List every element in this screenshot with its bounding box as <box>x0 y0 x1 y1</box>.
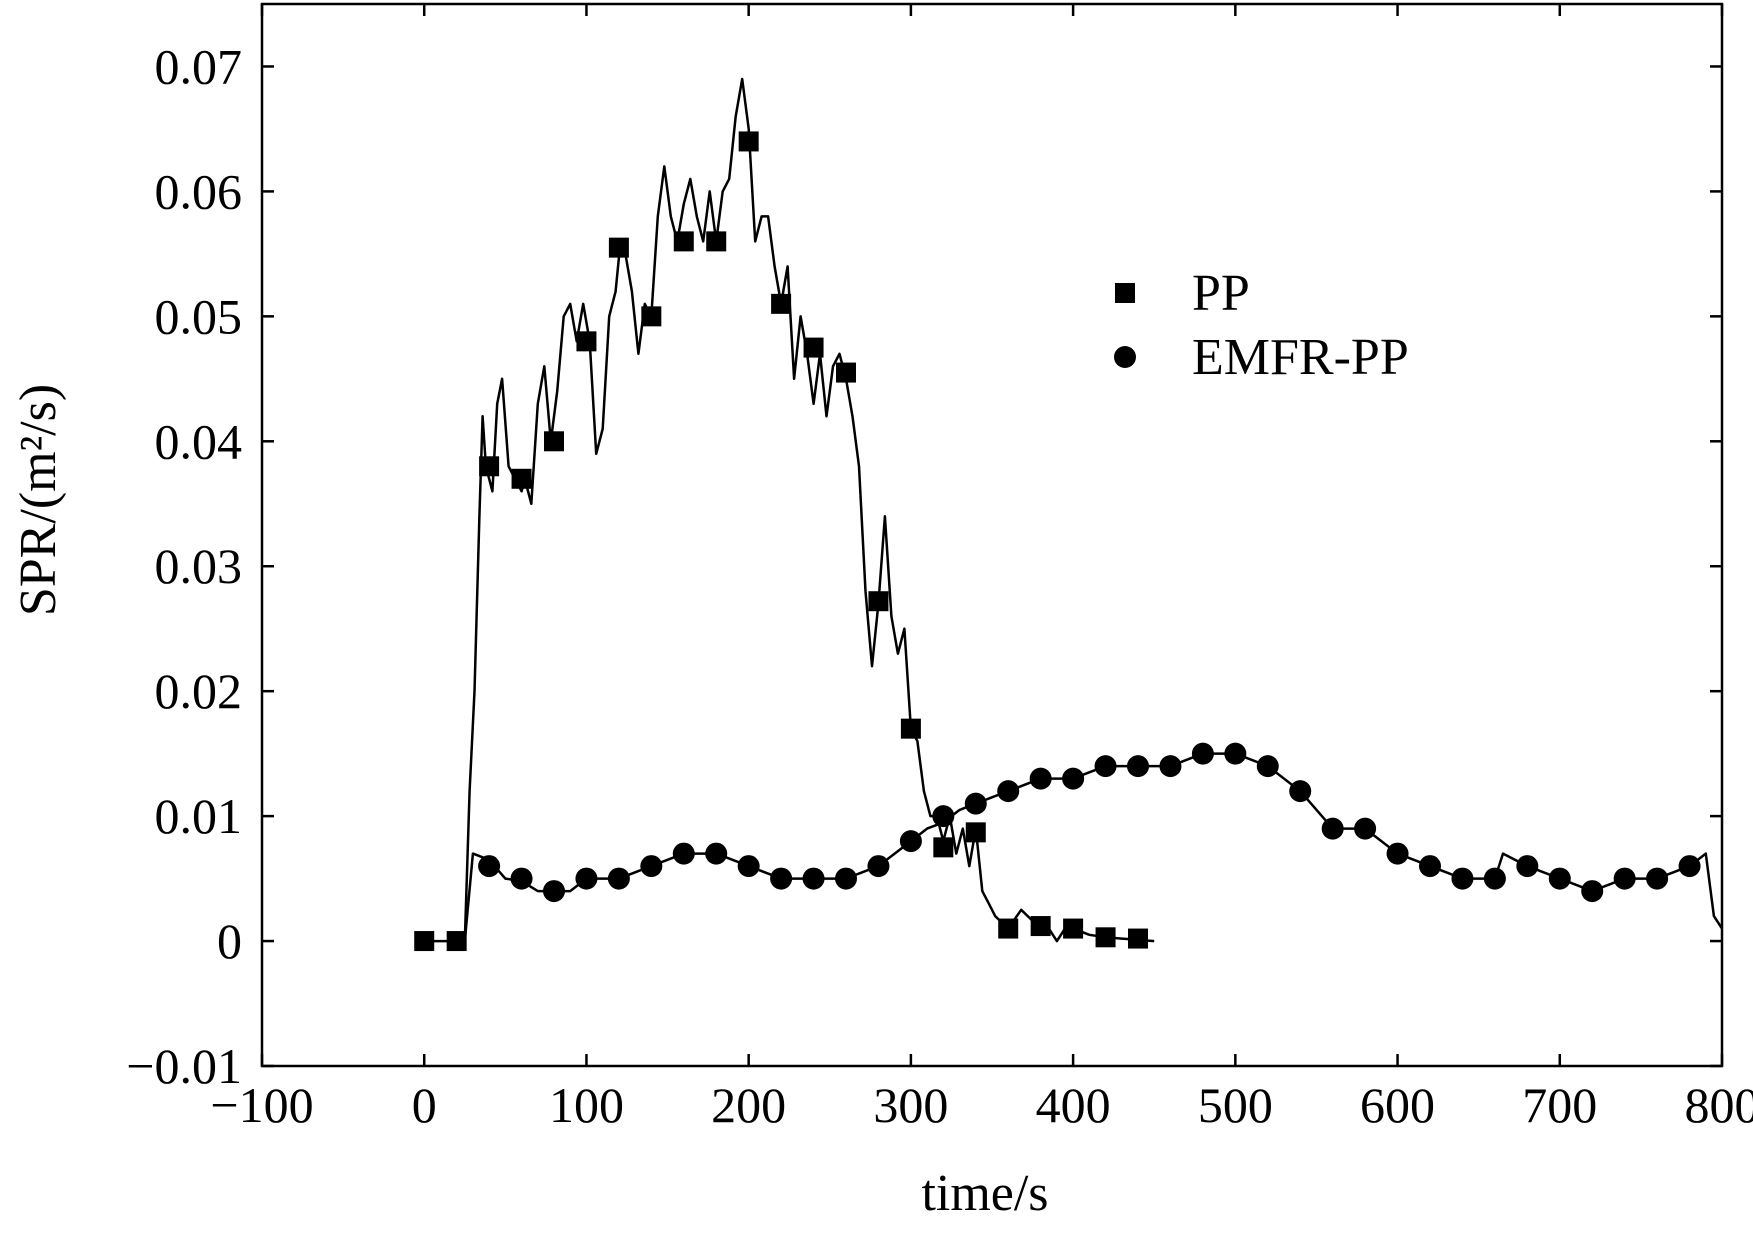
y-tick-label: 0.04 <box>155 413 243 469</box>
data-point-pp <box>544 431 564 452</box>
data-point-pp <box>803 337 824 358</box>
data-point-emfr-pp <box>1159 755 1182 778</box>
data-point-emfr-pp <box>1386 842 1409 865</box>
data-point-pp <box>511 468 532 489</box>
data-point-emfr-pp <box>1451 867 1474 890</box>
data-point-emfr-pp <box>1224 742 1247 765</box>
series-line-pp <box>424 77 1155 943</box>
data-point-pp <box>673 231 694 252</box>
data-point-emfr-pp <box>672 842 695 865</box>
plot-frame <box>260 2 1724 1068</box>
x-tick-label: 600 <box>1360 1077 1435 1133</box>
y-tick-label: 0.02 <box>155 663 243 719</box>
data-point-pp <box>771 293 792 314</box>
y-tick-label: 0.03 <box>155 538 243 594</box>
data-point-pp <box>706 231 727 252</box>
data-point-emfr-pp <box>575 867 598 890</box>
x-tick-label: −100 <box>210 1077 313 1133</box>
data-point-emfr-pp <box>802 867 825 890</box>
data-point-pp <box>738 131 759 152</box>
data-point-emfr-pp <box>1516 855 1539 878</box>
series-line-emfr-pp <box>463 752 1724 942</box>
data-point-emfr-pp <box>1191 742 1214 765</box>
data-point-emfr-pp <box>607 867 630 890</box>
data-point-pp <box>1030 916 1051 937</box>
data-point-emfr-pp <box>1256 755 1279 778</box>
data-point-emfr-pp <box>1419 855 1441 878</box>
y-axis-title: SPR/(m²/s) <box>10 384 67 616</box>
data-point-pp <box>576 331 597 352</box>
y-tick-label: 0.06 <box>155 163 243 219</box>
data-point-pp <box>446 931 467 952</box>
data-point-emfr-pp <box>867 855 890 878</box>
x-tick-label: 0 <box>412 1077 437 1133</box>
data-point-emfr-pp <box>1029 767 1052 790</box>
data-point-emfr-pp <box>640 855 663 878</box>
y-tick-label: 0.01 <box>155 788 243 844</box>
legend-label-pp: PP <box>1192 265 1250 322</box>
data-point-emfr-pp <box>899 830 922 853</box>
data-point-emfr-pp <box>1354 817 1377 840</box>
x-tick-label: 200 <box>711 1077 786 1133</box>
data-point-emfr-pp <box>478 855 501 878</box>
data-point-pp <box>1063 918 1084 939</box>
x-tick-label: 700 <box>1522 1077 1597 1133</box>
x-axis-title: time/s <box>921 1165 1048 1222</box>
data-point-emfr-pp <box>1289 780 1312 803</box>
data-point-pp <box>836 362 856 383</box>
y-tick-label: −0.01 <box>126 1038 242 1094</box>
data-point-emfr-pp <box>737 855 760 878</box>
x-tick-label: 300 <box>873 1077 948 1133</box>
data-point-emfr-pp <box>997 780 1020 803</box>
data-point-emfr-pp <box>1483 867 1506 890</box>
data-point-emfr-pp <box>705 842 728 865</box>
data-point-pp <box>1095 927 1116 948</box>
legend-marker-emfr-pp <box>1114 346 1136 368</box>
data-point-emfr-pp <box>1581 880 1604 903</box>
x-tick-label: 800 <box>1685 1077 1753 1133</box>
y-tick-label: 0.07 <box>155 38 243 94</box>
data-point-emfr-pp <box>835 867 857 890</box>
data-point-emfr-pp <box>1062 767 1085 790</box>
data-point-pp <box>1128 928 1148 949</box>
data-point-emfr-pp <box>1321 817 1344 840</box>
x-tick-label: 400 <box>1036 1077 1111 1133</box>
legend-label-emfr-pp: EMFR-PP <box>1192 329 1409 386</box>
data-point-emfr-pp <box>770 867 793 890</box>
data-point-emfr-pp <box>1613 867 1636 890</box>
data-point-pp <box>868 591 889 612</box>
data-point-emfr-pp <box>932 805 955 828</box>
data-point-emfr-pp <box>510 867 533 890</box>
data-point-emfr-pp <box>1646 867 1669 890</box>
data-point-pp <box>965 822 986 843</box>
y-tick-label: 0.05 <box>155 288 243 344</box>
data-point-pp <box>933 837 954 858</box>
data-point-pp <box>998 918 1019 939</box>
data-point-pp <box>414 931 435 952</box>
data-point-emfr-pp <box>964 792 987 815</box>
data-point-pp <box>900 718 921 739</box>
y-tick-label: 0 <box>217 913 242 969</box>
legend-marker-pp <box>1115 283 1135 303</box>
data-point-pp <box>479 456 500 477</box>
data-point-emfr-pp <box>543 880 565 903</box>
data-point-pp <box>641 306 662 327</box>
x-tick-label: 500 <box>1198 1077 1273 1133</box>
data-point-emfr-pp <box>1678 855 1701 878</box>
data-point-emfr-pp <box>1127 755 1149 778</box>
data-point-pp <box>608 237 629 258</box>
data-point-emfr-pp <box>1548 867 1571 890</box>
data-point-emfr-pp <box>1094 755 1117 778</box>
x-tick-label: 100 <box>549 1077 624 1133</box>
